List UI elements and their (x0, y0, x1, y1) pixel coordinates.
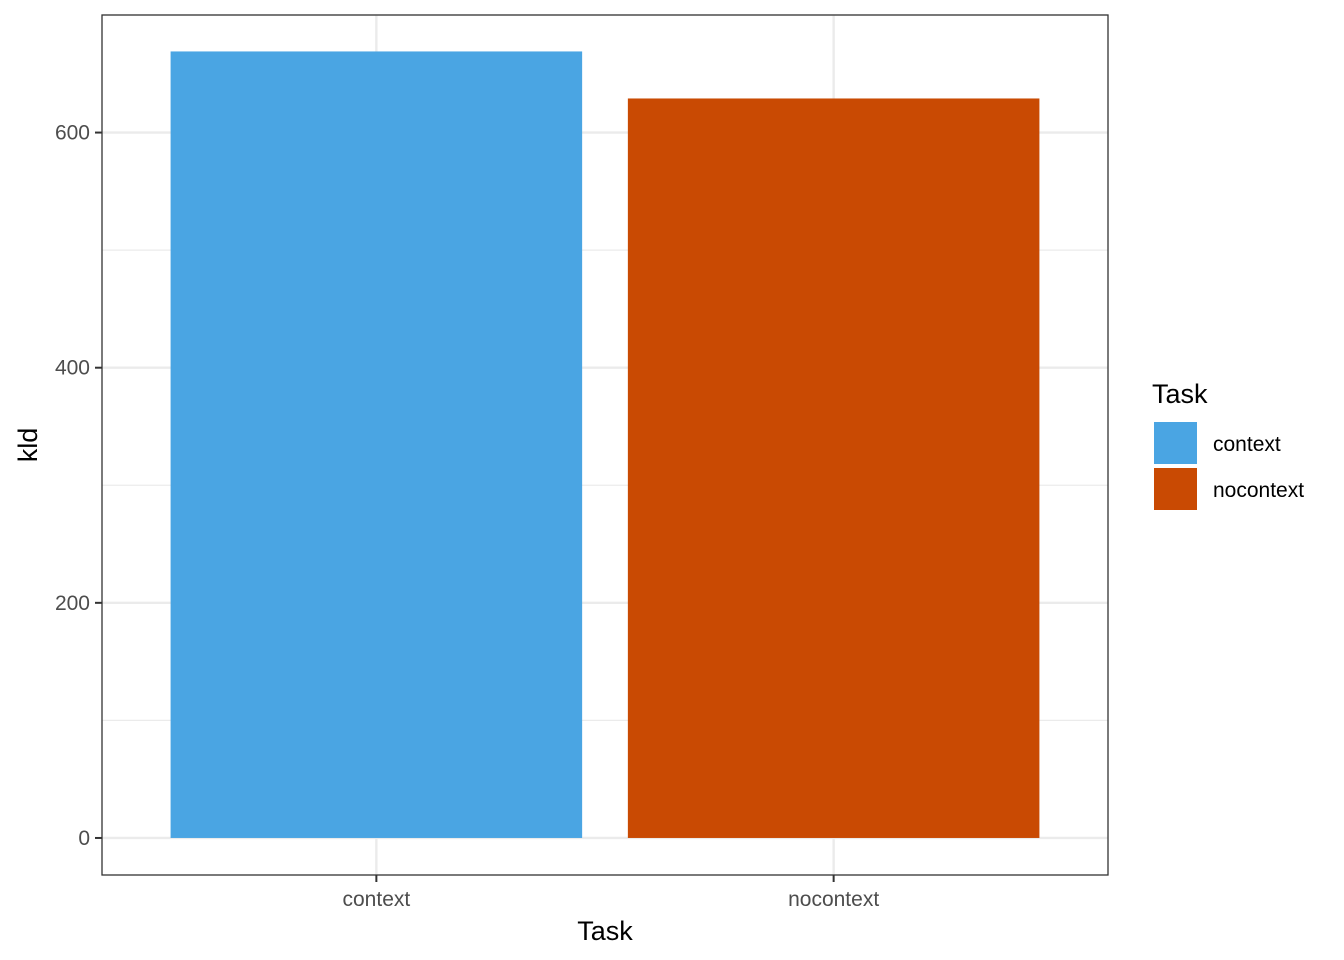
bars-group (170, 51, 1040, 838)
legend-swatch-nocontext (1154, 468, 1197, 510)
bar-nocontext (627, 98, 1040, 838)
legend-swatch-context (1154, 422, 1197, 464)
y-tick-label: 0 (78, 827, 90, 850)
y-axis: 0 200 400 600 (55, 122, 102, 850)
panel-border (101, 14, 1109, 876)
legend-label-nocontext: nocontext (1213, 479, 1304, 502)
bar-context (170, 51, 583, 838)
x-axis-title: Task (577, 916, 633, 946)
legend-label-context: context (1213, 433, 1281, 456)
legend: Task context nocontext (1152, 379, 1304, 510)
y-tick-label: 400 (55, 357, 90, 380)
y-tick-label: 200 (55, 592, 90, 615)
plot-panel (101, 14, 1109, 876)
y-tick-label: 600 (55, 122, 90, 145)
x-tick-label: context (343, 888, 411, 911)
x-tick-label: nocontext (788, 888, 879, 911)
legend-title: Task (1152, 379, 1208, 409)
y-axis-title: kld (13, 428, 43, 463)
x-axis: context nocontext (343, 875, 879, 911)
